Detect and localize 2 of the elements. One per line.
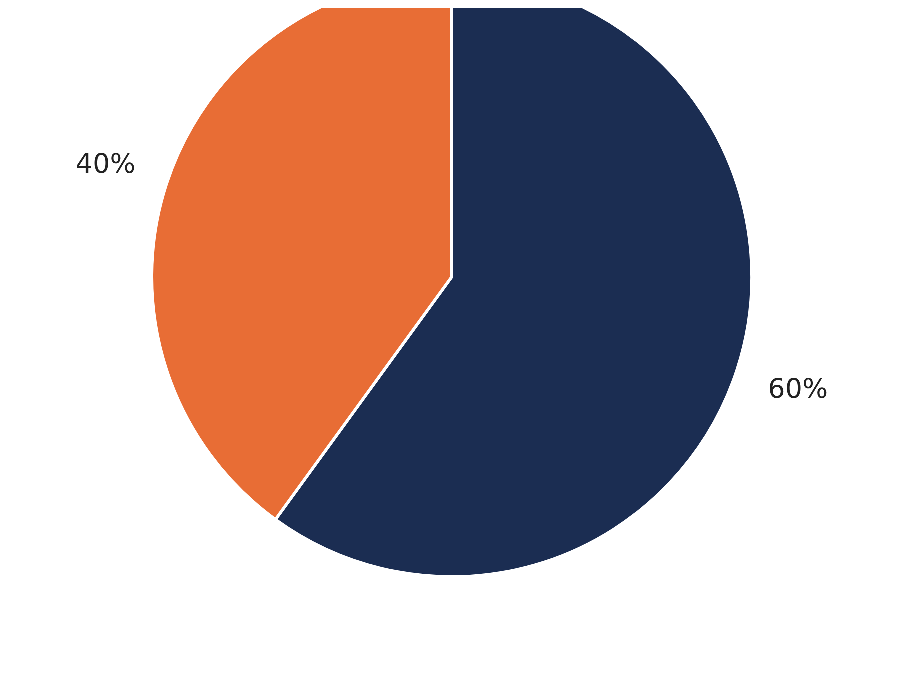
data-label: 60% (768, 374, 828, 405)
data-label: 40% (76, 149, 136, 180)
